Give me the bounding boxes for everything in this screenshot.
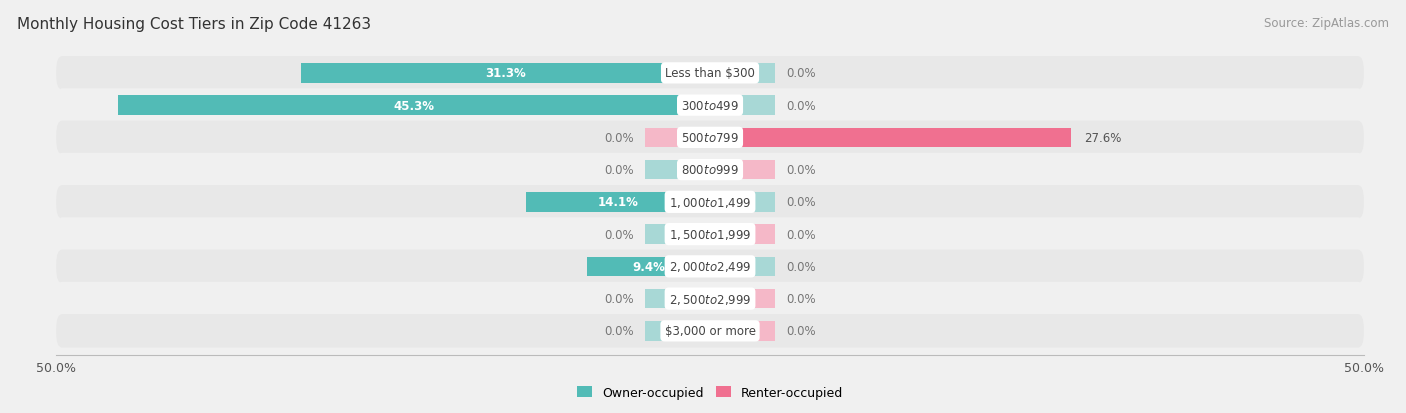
Text: Monthly Housing Cost Tiers in Zip Code 41263: Monthly Housing Cost Tiers in Zip Code 4… bbox=[17, 17, 371, 31]
Bar bbox=[644, 161, 710, 180]
FancyBboxPatch shape bbox=[56, 314, 1364, 348]
Text: $1,000 to $1,499: $1,000 to $1,499 bbox=[669, 195, 751, 209]
Text: 0.0%: 0.0% bbox=[786, 325, 815, 337]
Text: 0.0%: 0.0% bbox=[786, 164, 815, 177]
Text: 0.0%: 0.0% bbox=[605, 292, 634, 305]
Text: 0.0%: 0.0% bbox=[786, 67, 815, 80]
Text: $500 to $799: $500 to $799 bbox=[681, 132, 740, 145]
Text: 0.0%: 0.0% bbox=[605, 228, 634, 241]
Bar bbox=[644, 128, 710, 148]
Text: Less than $300: Less than $300 bbox=[665, 67, 755, 80]
FancyBboxPatch shape bbox=[56, 282, 1364, 316]
Text: Source: ZipAtlas.com: Source: ZipAtlas.com bbox=[1264, 17, 1389, 29]
Bar bbox=[710, 96, 776, 116]
FancyBboxPatch shape bbox=[56, 154, 1364, 187]
Bar bbox=[710, 64, 776, 83]
FancyBboxPatch shape bbox=[56, 218, 1364, 251]
Bar bbox=[710, 128, 1071, 148]
Bar bbox=[710, 321, 776, 341]
Text: 14.1%: 14.1% bbox=[598, 196, 638, 209]
Bar bbox=[301, 64, 710, 83]
Bar bbox=[710, 193, 776, 212]
Text: 45.3%: 45.3% bbox=[394, 100, 434, 112]
Text: $2,000 to $2,499: $2,000 to $2,499 bbox=[669, 260, 751, 274]
Bar bbox=[710, 289, 776, 309]
Text: 27.6%: 27.6% bbox=[1084, 132, 1122, 145]
Text: 0.0%: 0.0% bbox=[605, 132, 634, 145]
Bar bbox=[710, 161, 776, 180]
Bar bbox=[644, 321, 710, 341]
FancyBboxPatch shape bbox=[56, 57, 1364, 90]
Bar bbox=[644, 225, 710, 244]
Text: $2,500 to $2,999: $2,500 to $2,999 bbox=[669, 292, 751, 306]
Text: 0.0%: 0.0% bbox=[786, 228, 815, 241]
Text: 9.4%: 9.4% bbox=[633, 260, 665, 273]
Text: 0.0%: 0.0% bbox=[786, 292, 815, 305]
Bar bbox=[710, 257, 776, 276]
Bar bbox=[710, 96, 776, 116]
Text: $3,000 or more: $3,000 or more bbox=[665, 325, 755, 337]
Bar bbox=[644, 128, 710, 148]
Bar bbox=[710, 225, 776, 244]
Bar bbox=[710, 64, 776, 83]
Bar bbox=[526, 193, 710, 212]
FancyBboxPatch shape bbox=[56, 121, 1364, 155]
Text: 31.3%: 31.3% bbox=[485, 67, 526, 80]
Text: 0.0%: 0.0% bbox=[605, 325, 634, 337]
Legend: Owner-occupied, Renter-occupied: Owner-occupied, Renter-occupied bbox=[572, 381, 848, 404]
FancyBboxPatch shape bbox=[56, 185, 1364, 219]
Bar bbox=[588, 257, 710, 276]
Text: $800 to $999: $800 to $999 bbox=[681, 164, 740, 177]
Text: 0.0%: 0.0% bbox=[786, 100, 815, 112]
FancyBboxPatch shape bbox=[56, 250, 1364, 283]
FancyBboxPatch shape bbox=[56, 89, 1364, 123]
Text: 0.0%: 0.0% bbox=[786, 260, 815, 273]
Text: 0.0%: 0.0% bbox=[786, 196, 815, 209]
Text: 0.0%: 0.0% bbox=[605, 164, 634, 177]
Bar bbox=[710, 193, 776, 212]
Bar bbox=[644, 289, 710, 309]
Text: $1,500 to $1,999: $1,500 to $1,999 bbox=[669, 228, 751, 242]
Bar bbox=[710, 257, 776, 276]
Text: $300 to $499: $300 to $499 bbox=[681, 100, 740, 112]
Bar bbox=[118, 96, 710, 116]
